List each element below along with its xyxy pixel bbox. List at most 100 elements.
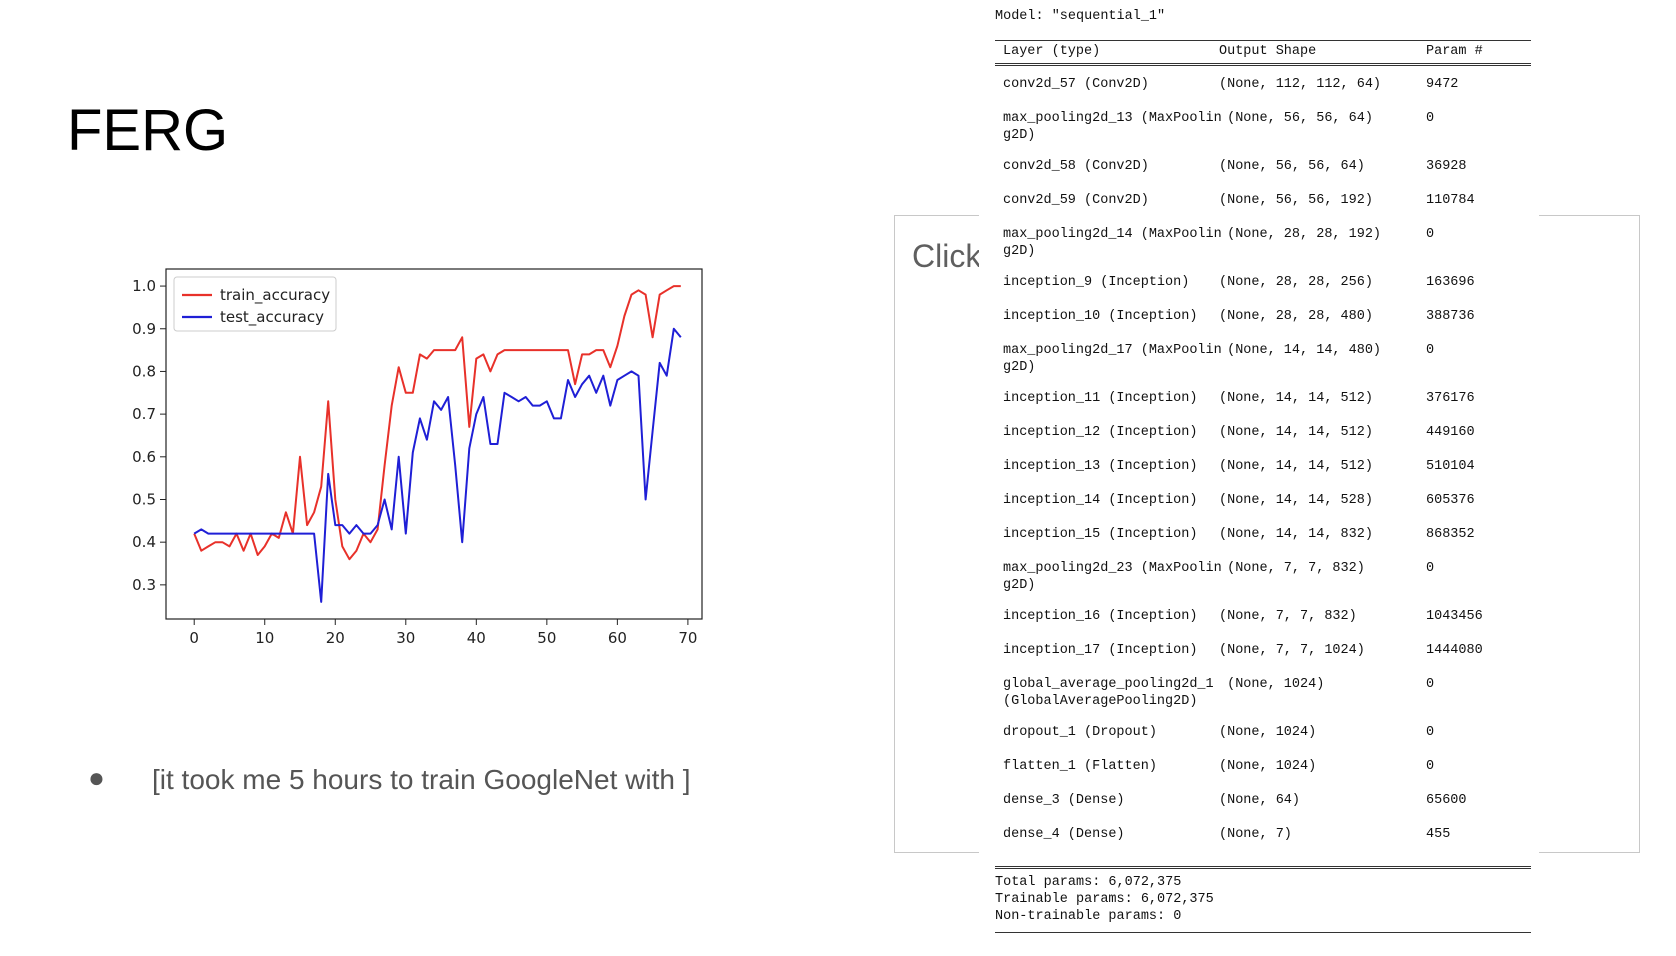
layer-output-shape: (None, 14, 14, 528) xyxy=(1219,493,1373,508)
layer-param-count: 455 xyxy=(1426,827,1451,842)
layer-name: inception_14 (Inception) xyxy=(1003,493,1198,508)
model-name-line: Model: "sequential_1" xyxy=(995,9,1166,24)
y-tick-label: 0.4 xyxy=(132,533,156,551)
layer-output-shape: (None, 28, 28, 480) xyxy=(1219,309,1373,324)
legend-label-train-accuracy: train_accuracy xyxy=(220,286,330,305)
layer-output-shape: (None, 1024) xyxy=(1219,759,1317,774)
layer-name: dense_4 (Dense) xyxy=(1003,827,1125,842)
layer-output-shape: (None, 56, 56, 192) xyxy=(1219,193,1373,208)
layer-output-shape: (None, 1024) xyxy=(1219,677,1325,692)
layer-name: max_pooling2d_23 (MaxPoolin g2D) xyxy=(1003,561,1222,593)
layer-param-count: 163696 xyxy=(1426,275,1475,290)
x-tick-label: 20 xyxy=(326,629,345,647)
layer-output-shape: (None, 7, 7, 832) xyxy=(1219,609,1357,624)
layer-name: max_pooling2d_13 (MaxPoolin g2D) xyxy=(1003,111,1222,143)
layer-name: conv2d_57 (Conv2D) xyxy=(1003,77,1149,92)
layer-param-count: 1444080 xyxy=(1426,643,1483,658)
layer-output-shape: (None, 14, 14, 512) xyxy=(1219,391,1373,406)
x-tick-label: 50 xyxy=(537,629,556,647)
layer-param-count: 388736 xyxy=(1426,309,1475,324)
layer-output-shape: (None, 14, 14, 512) xyxy=(1219,459,1373,474)
double-separator xyxy=(995,866,1531,869)
bullet-text: [it took me 5 hours to train GoogleNet w… xyxy=(152,764,691,795)
layer-param-count: 868352 xyxy=(1426,527,1475,542)
header-param-count: Param # xyxy=(1426,44,1483,59)
layer-param-count: 0 xyxy=(1426,343,1435,358)
layer-name: dropout_1 (Dropout) xyxy=(1003,725,1157,740)
layer-output-shape: (None, 56, 56, 64) xyxy=(1219,111,1373,126)
layer-param-count: 1043456 xyxy=(1426,609,1483,624)
layer-name: flatten_1 (Flatten) xyxy=(1003,759,1157,774)
layer-name: global_average_pooling2d_1 (GlobalAverag… xyxy=(1003,677,1214,709)
layer-name: max_pooling2d_14 (MaxPoolin g2D) xyxy=(1003,227,1222,259)
x-tick-label: 0 xyxy=(189,629,199,647)
series-line-train-accuracy xyxy=(193,285,681,561)
layer-param-count: 0 xyxy=(1426,227,1435,242)
layer-name: inception_12 (Inception) xyxy=(1003,425,1198,440)
layer-name: inception_15 (Inception) xyxy=(1003,527,1198,542)
layer-name: dense_3 (Dense) xyxy=(1003,793,1125,808)
layer-output-shape: (None, 28, 28, 192) xyxy=(1219,227,1382,242)
header-layer: Layer (type) xyxy=(1003,44,1101,59)
double-separator xyxy=(995,63,1531,66)
layer-param-count: 376176 xyxy=(1426,391,1475,406)
layer-output-shape: (None, 7, 7, 1024) xyxy=(1219,643,1365,658)
separator-line xyxy=(995,40,1531,41)
accuracy-chart-svg: 0 10 20 30 40 50 60 70 0.3 0.4 0.5 0.6 0.7 0.8 0.9 1.0 t… xyxy=(132,268,703,647)
layer-param-count: 449160 xyxy=(1426,425,1475,440)
layer-param-count: 0 xyxy=(1426,561,1435,576)
y-tick-label: 0.7 xyxy=(132,405,156,423)
layer-name: max_pooling2d_17 (MaxPoolin g2D) xyxy=(1003,343,1222,375)
layer-name: inception_10 (Inception) xyxy=(1003,309,1198,324)
layer-output-shape: (None, 7, 7, 832) xyxy=(1219,561,1365,576)
layer-name: inception_13 (Inception) xyxy=(1003,459,1198,474)
slide-title[interactable]: FERG xyxy=(67,98,229,163)
layer-param-count: 0 xyxy=(1426,677,1435,692)
layer-output-shape: (None, 14, 14, 832) xyxy=(1219,527,1373,542)
layer-output-shape: (None, 14, 14, 480) xyxy=(1219,343,1382,358)
layer-name: inception_11 (Inception) xyxy=(1003,391,1198,406)
separator-line xyxy=(995,932,1531,933)
bullet-point-icon: ● xyxy=(88,762,105,793)
layer-param-count: 65600 xyxy=(1426,793,1467,808)
layer-name: inception_9 (Inception) xyxy=(1003,275,1190,290)
layer-param-count: 36928 xyxy=(1426,159,1467,174)
y-tick-label: 0.8 xyxy=(132,362,156,380)
layer-output-shape: (None, 28, 28, 256) xyxy=(1219,275,1373,290)
x-tick-label: 10 xyxy=(255,629,274,647)
layer-output-shape: (None, 1024) xyxy=(1219,725,1317,740)
layer-name: inception_16 (Inception) xyxy=(1003,609,1198,624)
layer-param-count: 9472 xyxy=(1426,77,1459,92)
y-tick-label: 1.0 xyxy=(132,277,156,295)
layer-output-shape: (None, 64) xyxy=(1219,793,1301,808)
x-tick-label: 40 xyxy=(467,629,486,647)
x-tick-label: 30 xyxy=(396,629,415,647)
x-tick-label: 60 xyxy=(608,629,627,647)
model-summary-image: Model: "sequential_1" Layer (type) Output… xyxy=(979,0,1539,956)
layer-output-shape: (None, 14, 14, 512) xyxy=(1219,425,1373,440)
layer-param-count: 110784 xyxy=(1426,193,1475,208)
layer-param-count: 0 xyxy=(1426,725,1435,740)
accuracy-chart: 0 10 20 30 40 50 60 70 0.3 0.4 0.5 0.6 0.7 0.8 0.9 1.0 t… xyxy=(110,255,720,665)
non-trainable-params: Non-trainable params: 0 xyxy=(995,909,1182,924)
legend-label-test-accuracy: test_accuracy xyxy=(220,308,324,327)
legend-box xyxy=(173,276,337,332)
y-tick-label: 0.3 xyxy=(132,576,156,594)
layer-output-shape: (None, 112, 112, 64) xyxy=(1219,77,1382,92)
layer-param-count: 0 xyxy=(1426,111,1435,126)
trainable-params: Trainable params: 6,072,375 xyxy=(995,892,1214,907)
layer-name: conv2d_59 (Conv2D) xyxy=(1003,193,1149,208)
x-tick-label: 70 xyxy=(678,629,697,647)
y-tick-label: 0.9 xyxy=(132,320,156,338)
layer-param-count: 0 xyxy=(1426,759,1435,774)
total-params: Total params: 6,072,375 xyxy=(995,875,1182,890)
y-tick-label: 0.5 xyxy=(132,490,156,508)
layer-output-shape: (None, 56, 56, 64) xyxy=(1219,159,1365,174)
layer-name: inception_17 (Inception) xyxy=(1003,643,1198,658)
plot-area xyxy=(165,268,703,620)
y-tick-label: 0.6 xyxy=(132,448,156,466)
layer-param-count: 605376 xyxy=(1426,493,1475,508)
series-line-test-accuracy xyxy=(193,327,682,603)
layer-output-shape: (None, 7) xyxy=(1219,827,1292,842)
layer-name: conv2d_58 (Conv2D) xyxy=(1003,159,1149,174)
